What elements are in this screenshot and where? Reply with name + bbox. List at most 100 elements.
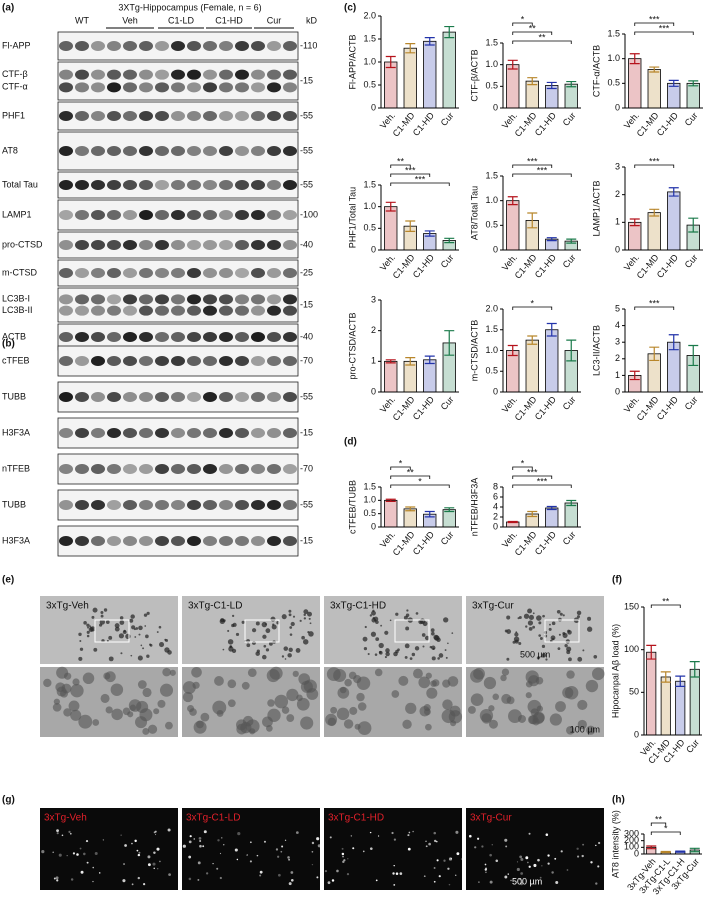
cell xyxy=(169,669,176,676)
error-bar xyxy=(385,498,396,502)
blot-band xyxy=(91,356,105,366)
cell xyxy=(481,713,492,724)
blot-band xyxy=(219,536,233,546)
signal xyxy=(147,863,151,867)
plaque xyxy=(532,612,535,615)
blot-unit: kD xyxy=(306,15,318,25)
blot-band xyxy=(139,332,153,342)
blot-band xyxy=(107,111,121,121)
cell xyxy=(165,721,173,730)
cell xyxy=(357,721,372,735)
plaque xyxy=(562,614,565,617)
x-tick-label: C1-HD xyxy=(533,252,559,280)
cell xyxy=(189,708,197,716)
signal xyxy=(541,865,543,867)
cell xyxy=(536,705,544,712)
y-tick-label: 0 xyxy=(493,102,498,112)
blot-group: Veh xyxy=(122,15,138,25)
blot-band xyxy=(251,180,265,190)
blot-band xyxy=(59,305,73,316)
blot-band xyxy=(123,82,137,93)
error-bar xyxy=(546,237,557,242)
plaque xyxy=(91,615,95,619)
cell xyxy=(447,676,459,687)
signal xyxy=(566,869,569,871)
significance-label: *** xyxy=(527,467,538,477)
plaque xyxy=(438,653,444,658)
plaque xyxy=(302,639,309,645)
signal xyxy=(68,830,71,834)
plaque xyxy=(431,656,436,661)
blot-band xyxy=(203,305,217,316)
significance-bracket xyxy=(512,306,553,310)
y-axis-label: AT8 intensity (%) xyxy=(610,810,620,878)
signal xyxy=(56,879,59,882)
signal xyxy=(331,879,335,882)
significance-bracket xyxy=(512,22,533,26)
plaque xyxy=(514,632,519,637)
cell xyxy=(70,709,82,721)
blot-band xyxy=(75,332,89,342)
signal xyxy=(516,861,519,863)
signal xyxy=(519,882,524,886)
plaque xyxy=(142,647,145,650)
significance-bracket xyxy=(390,164,411,168)
plaque xyxy=(79,647,84,651)
cell xyxy=(241,681,250,690)
plaque xyxy=(272,623,275,626)
signal xyxy=(311,863,314,866)
y-tick-label: 0 xyxy=(371,244,376,254)
y-axis-label: Fl-APP/ACTB xyxy=(347,34,357,89)
plaque xyxy=(79,639,82,642)
y-tick-label: 0.5 xyxy=(607,78,620,88)
blot-band xyxy=(59,210,73,220)
blot-band xyxy=(139,294,153,305)
plaque xyxy=(371,610,376,616)
scale-bar-label: 500 µm xyxy=(512,876,542,886)
plaque xyxy=(415,612,419,615)
signal xyxy=(199,840,202,843)
error-bar xyxy=(689,847,700,853)
cell xyxy=(450,720,457,727)
bar xyxy=(628,58,642,109)
blot-band xyxy=(91,240,105,250)
panel-letter: (g) xyxy=(2,795,15,806)
blot-band xyxy=(235,268,249,278)
cell xyxy=(100,693,110,703)
significance-bracket xyxy=(634,31,694,35)
signal xyxy=(582,843,585,846)
plaque xyxy=(231,614,235,618)
y-tick-label: 200 xyxy=(624,835,639,845)
signal xyxy=(510,879,512,882)
plaque xyxy=(395,649,399,654)
plaque xyxy=(424,635,430,641)
signal xyxy=(136,849,139,852)
blot-band xyxy=(155,294,169,305)
signal xyxy=(311,850,314,853)
blot-row-label: Total Tau xyxy=(2,179,38,189)
blot-band xyxy=(283,111,297,121)
cell xyxy=(53,698,60,705)
plaque xyxy=(263,644,267,648)
cell xyxy=(425,723,432,731)
error-bar xyxy=(444,330,455,356)
blot-band xyxy=(187,210,201,220)
plaque xyxy=(362,636,368,642)
y-tick-label: 1.5 xyxy=(607,28,620,38)
micrograph-label: 3xTg-C1-LD xyxy=(188,601,242,612)
cell xyxy=(448,710,463,724)
signal xyxy=(134,839,137,843)
cell xyxy=(508,709,522,723)
signal xyxy=(316,876,319,879)
blot-band xyxy=(75,111,89,121)
blot-band xyxy=(219,500,233,510)
bar xyxy=(384,61,398,109)
blot-band xyxy=(283,268,297,278)
plaque xyxy=(149,643,152,646)
bar xyxy=(403,508,417,528)
cell xyxy=(247,668,257,678)
signal xyxy=(167,828,171,832)
blot-band xyxy=(235,111,249,121)
signal xyxy=(393,838,397,841)
cell xyxy=(391,690,400,698)
